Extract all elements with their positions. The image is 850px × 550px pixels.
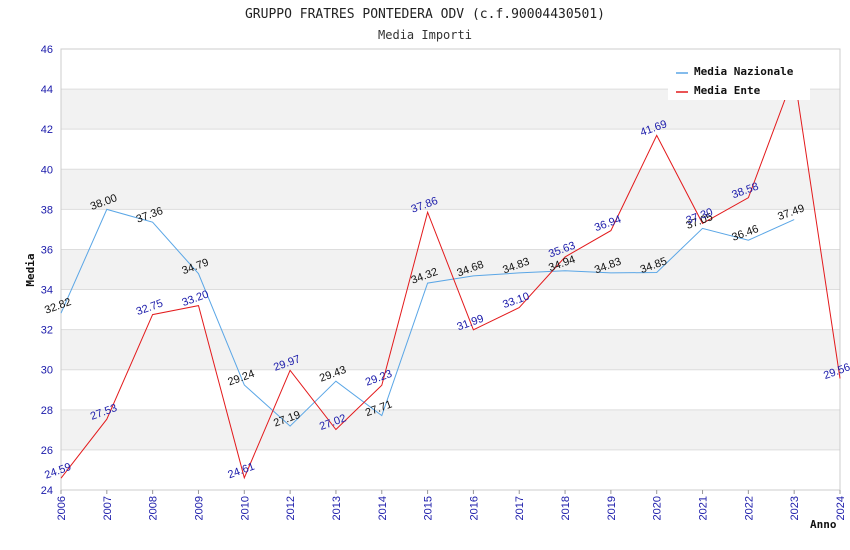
legend-box bbox=[668, 58, 810, 100]
legend-label-media-ente: Media Ente bbox=[694, 84, 761, 97]
data-label: 29.24 bbox=[226, 368, 256, 389]
x-axis-label: Anno bbox=[810, 518, 837, 531]
y-tick-label: 38 bbox=[41, 204, 53, 216]
y-tick-label: 28 bbox=[41, 405, 53, 417]
series-line-media-ente bbox=[60, 72, 841, 480]
grid-band bbox=[61, 169, 840, 210]
y-tick-label: 30 bbox=[41, 365, 53, 377]
data-label: 32.75 bbox=[135, 297, 165, 318]
x-tick-label: 2022 bbox=[743, 496, 755, 520]
x-tick-label: 2024 bbox=[835, 496, 847, 520]
y-tick-label: 26 bbox=[41, 445, 53, 457]
data-label: 24.61 bbox=[226, 461, 256, 482]
y-tick-label: 46 bbox=[41, 44, 53, 56]
y-tick-label: 44 bbox=[41, 84, 53, 96]
data-label: 24.59 bbox=[43, 461, 73, 482]
x-tick-label: 2023 bbox=[789, 496, 801, 520]
legend: Media Nazionale Media Ente bbox=[668, 58, 810, 100]
x-tick-label: 2021 bbox=[698, 496, 710, 520]
x-tick-label: 2008 bbox=[148, 496, 160, 520]
y-tick-label: 24 bbox=[41, 485, 53, 497]
grid-band bbox=[61, 409, 840, 450]
chart-title: GRUPPO FRATRES PONTEDERA ODV (c.f.900044… bbox=[245, 7, 605, 22]
y-tick-label: 42 bbox=[41, 124, 53, 136]
x-tick-label: 2007 bbox=[102, 496, 114, 520]
grid-band bbox=[61, 249, 840, 290]
x-tick-label: 2020 bbox=[652, 496, 664, 520]
grid-band bbox=[61, 329, 840, 370]
x-tick-label: 2016 bbox=[468, 496, 480, 520]
x-tick-label: 2014 bbox=[377, 496, 389, 520]
x-tick-label: 2012 bbox=[285, 496, 297, 520]
y-tick-label: 32 bbox=[41, 325, 53, 337]
data-label: 36.94 bbox=[593, 213, 623, 234]
data-label: 33.10 bbox=[501, 290, 531, 311]
x-tick-label: 2017 bbox=[514, 496, 526, 520]
chart-subtitle: Media Importi bbox=[378, 28, 472, 42]
x-tick-label: 2006 bbox=[56, 496, 68, 520]
y-axis-label: Media bbox=[24, 253, 37, 286]
data-label: 29.23 bbox=[364, 368, 394, 389]
x-tick-label: 2018 bbox=[560, 496, 572, 520]
x-tick-label: 2010 bbox=[239, 496, 251, 520]
data-label: 36.46 bbox=[730, 223, 760, 244]
x-tick-label: 2009 bbox=[193, 496, 205, 520]
data-label: 32.82 bbox=[43, 296, 73, 317]
legend-label-media-nazionale: Media Nazionale bbox=[694, 65, 794, 78]
y-tick-label: 36 bbox=[41, 244, 53, 256]
x-tick-label: 2015 bbox=[423, 496, 435, 520]
x-tick-label: 2013 bbox=[331, 496, 343, 520]
series-line-media-nazionale bbox=[60, 208, 795, 427]
x-tick-label: 2019 bbox=[606, 496, 618, 520]
y-tick-label: 34 bbox=[41, 285, 53, 297]
plot-area bbox=[60, 48, 841, 491]
y-tick-label: 40 bbox=[41, 164, 53, 176]
